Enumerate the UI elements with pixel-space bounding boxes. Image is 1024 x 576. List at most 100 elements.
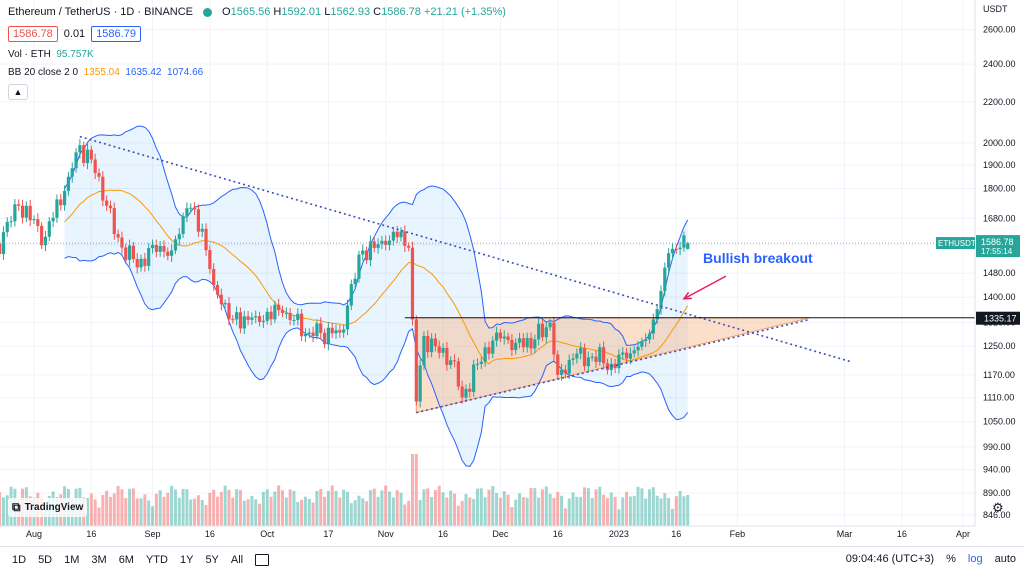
candle-body	[120, 237, 124, 248]
sell-price-button[interactable]: 1586.78	[8, 26, 58, 42]
volume-bar	[483, 497, 487, 526]
timeframe-all[interactable]: All	[230, 554, 244, 566]
candle-body	[273, 304, 277, 320]
candle-body	[659, 291, 663, 310]
volume-bar	[284, 497, 288, 526]
candle-body	[613, 363, 617, 369]
volume-bar	[636, 486, 640, 526]
candle-body	[502, 336, 506, 339]
date-range-calendar-icon[interactable]	[255, 554, 270, 566]
timeframe-1m[interactable]: 1M	[64, 554, 80, 566]
volume-bar	[376, 496, 380, 526]
volume-legend[interactable]: Vol · ETH 95.757K	[8, 49, 94, 60]
time-tick-label: 17	[323, 529, 333, 539]
volume-bar	[1, 497, 5, 526]
timeframe-5y[interactable]: 5Y	[205, 554, 219, 566]
volume-bar	[384, 485, 388, 526]
price-axis: USDT 846.00 890.00 940.00 990.00 1050.00 1110.…	[974, 0, 1016, 526]
volume-bar	[399, 492, 403, 526]
current-price-label-bg	[976, 235, 1020, 258]
collapse-legend-button[interactable]: ▲	[8, 84, 28, 100]
timeframe-3m[interactable]: 3M	[91, 554, 107, 566]
timeframe-1d[interactable]: 1D	[12, 554, 27, 566]
volume-bar	[579, 496, 583, 526]
volume-bar	[502, 491, 506, 526]
volume-bar	[258, 503, 262, 526]
trendlines: Bullish breakout	[0, 135, 975, 414]
volume-bar	[280, 490, 284, 526]
auto-scale-toggle[interactable]: auto	[994, 553, 1016, 565]
price-tick-label: 1400.00	[983, 292, 1016, 302]
candle-body	[517, 338, 522, 343]
price-chart[interactable]: Bullish breakout USDT 846.00 890.00 940.00 9…	[0, 0, 1024, 546]
buy-price-button[interactable]: 1586.79	[91, 26, 141, 42]
candle-body	[261, 320, 265, 322]
volume-bar	[479, 488, 483, 526]
candle-body	[47, 221, 51, 237]
volume-bar	[460, 500, 464, 526]
volume-bar	[223, 485, 227, 526]
candle-body	[177, 234, 181, 240]
candle-body	[51, 217, 55, 222]
log-scale-toggle[interactable]: log	[967, 553, 983, 565]
candle-body	[62, 190, 67, 206]
chart-settings-gear-icon[interactable]: ⚙	[992, 500, 1004, 515]
candle-body	[280, 310, 285, 313]
volume-bar	[250, 496, 254, 526]
tradingview-logo-icon: ⧉	[12, 500, 21, 514]
volume-bar	[628, 496, 632, 526]
time-tick-label: Oct	[260, 529, 275, 539]
timeframe-ytd[interactable]: YTD	[145, 554, 168, 566]
volume-bar	[86, 497, 90, 526]
candle-body	[231, 319, 235, 321]
candle-body	[437, 346, 441, 353]
candle-body	[640, 341, 644, 347]
volume-bar	[334, 490, 338, 526]
tradingview-logo[interactable]: ⧉ TradingView	[8, 498, 88, 517]
volume-bar	[395, 490, 399, 526]
volume-bar	[403, 504, 407, 526]
volume-bar	[124, 498, 128, 526]
volume-bar	[105, 490, 109, 526]
candle-body	[544, 327, 548, 338]
volume-bar	[548, 493, 552, 526]
timeframe-6m[interactable]: 6M	[118, 554, 134, 566]
candle-body	[464, 388, 468, 398]
symbol-title[interactable]: Ethereum / TetherUS · 1D · BINANCE	[8, 6, 194, 18]
volume-bar	[613, 496, 617, 526]
toolbar-right: 09:04:46 (UTC+3) % log auto	[846, 553, 1016, 565]
volume-bar	[151, 506, 155, 526]
candle-body	[475, 363, 480, 365]
volume-bar	[491, 486, 495, 526]
candle-body	[395, 231, 399, 238]
candle-body	[353, 278, 357, 285]
clock-timezone[interactable]: 09:04:46 (UTC+3)	[845, 553, 935, 565]
candle-body	[552, 322, 556, 355]
candle-body	[636, 346, 640, 351]
candle-body	[93, 159, 97, 174]
volume-bar	[418, 500, 422, 526]
candle-body	[510, 340, 514, 351]
percent-toggle[interactable]: %	[946, 553, 956, 565]
candle-body	[567, 359, 571, 374]
candle-body	[55, 199, 59, 218]
volume-bar	[273, 491, 277, 526]
timeframe-5d[interactable]: 5D	[38, 554, 53, 566]
volume-bar	[475, 488, 479, 526]
volume-bar	[330, 485, 334, 526]
volume-bar	[185, 489, 189, 526]
volume-bar	[235, 489, 239, 526]
volume-bar	[181, 488, 185, 526]
bollinger-legend[interactable]: BB 20 close 2 0 1355.04 1635.42 1074.66	[8, 67, 204, 78]
volume-bar	[380, 490, 384, 526]
volume-bar	[621, 497, 625, 526]
time-tick-label: 16	[86, 529, 96, 539]
candle-body	[686, 243, 690, 249]
timeframe-1y[interactable]: 1Y	[179, 554, 194, 566]
candle-body	[28, 205, 32, 221]
volume-bar	[143, 494, 147, 526]
symbol-header: Ethereum / TetherUS · 1D · BINANCE O1565…	[8, 6, 506, 18]
candle-body	[307, 332, 311, 335]
volume-bar	[563, 508, 567, 526]
candle-body	[173, 239, 178, 251]
